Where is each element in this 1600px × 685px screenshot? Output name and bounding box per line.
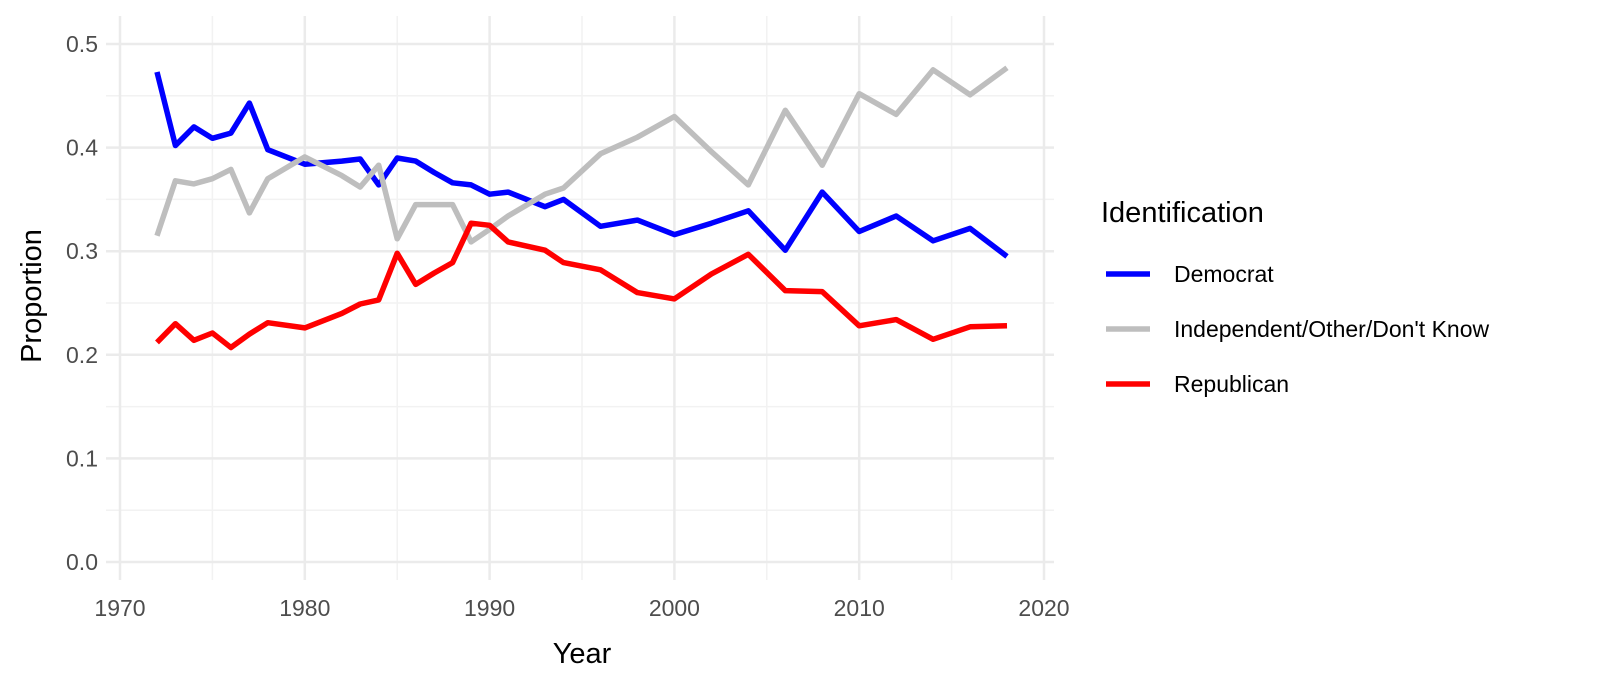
x-tick-label: 1980 (279, 595, 330, 621)
y-axis-ticks: 0.0 0.1 0.2 0.3 0.4 0.5 (66, 31, 98, 575)
minor-grid (106, 16, 1054, 580)
y-tick-label: 0.0 (66, 549, 98, 575)
y-tick-label: 0.3 (66, 238, 98, 264)
x-tick-label: 1990 (464, 595, 515, 621)
legend-label: Republican (1174, 371, 1289, 397)
x-tick-label: 2020 (1018, 595, 1069, 621)
series-line (154, 65, 1009, 245)
x-axis-title: Year (553, 638, 612, 670)
major-grid (106, 16, 1054, 580)
x-tick-label: 2000 (649, 595, 700, 621)
y-tick-label: 0.4 (66, 135, 98, 161)
x-axis-ticks: 1970 1980 1990 2000 2010 2020 (94, 595, 1069, 621)
x-tick-label: 2010 (834, 595, 885, 621)
series-line (155, 220, 1008, 351)
y-axis-title: Proportion (16, 229, 48, 363)
legend-title: Identification (1101, 197, 1264, 229)
y-tick-label: 0.5 (66, 31, 98, 57)
legend-label: Independent/Other/Don't Know (1174, 316, 1489, 342)
series-line (154, 71, 1009, 259)
legend: Identification Democrat Independent/Other… (1101, 197, 1489, 397)
legend-label: Democrat (1174, 261, 1274, 287)
series-lines (154, 65, 1009, 351)
y-tick-label: 0.2 (66, 342, 98, 368)
y-tick-label: 0.1 (66, 445, 98, 471)
x-tick-label: 1970 (94, 595, 145, 621)
